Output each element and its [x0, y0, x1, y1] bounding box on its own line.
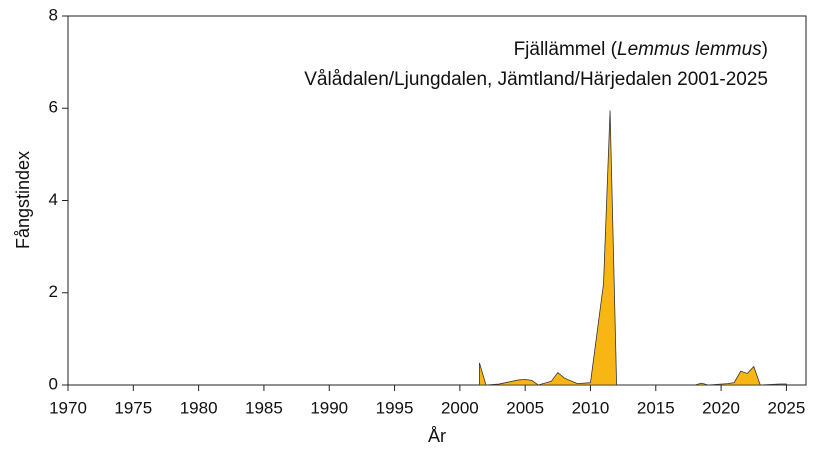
x-tick-label: 1990	[310, 398, 348, 417]
title-part: )	[762, 39, 768, 60]
x-tick-label: 1995	[376, 398, 414, 417]
chart-title: Fjällämmel (Lemmus lemmus)	[514, 39, 768, 60]
y-tick-label: 6	[49, 98, 58, 117]
area	[479, 110, 787, 386]
chart-subtitle: Vålådalen/Ljungdalen, Jämtland/Härjedale…	[304, 69, 768, 90]
y-tick-label: 8	[49, 5, 58, 24]
x-tick-label: 1975	[114, 398, 152, 417]
y-axis-title: Fångstindex	[13, 151, 33, 249]
x-tick-label: 2010	[572, 398, 610, 417]
x-tick-label: 2015	[637, 398, 675, 417]
x-tick-label: 1970	[49, 398, 87, 417]
x-tick-label: 2005	[506, 398, 544, 417]
x-axis-title: År	[428, 426, 446, 446]
x-tick-label: 1985	[245, 398, 283, 417]
y-tick-label: 4	[49, 190, 58, 209]
x-tick-label: 2000	[441, 398, 479, 417]
y-tick-label: 0	[49, 374, 58, 393]
x-tick-label: 2025	[767, 398, 805, 417]
y-tick-label: 2	[49, 282, 58, 301]
title-species: Lemmus lemmus	[617, 39, 762, 60]
x-tick-label: 1980	[180, 398, 218, 417]
x-tick-label: 2020	[702, 398, 740, 417]
title-part: Fjällämmel (	[514, 39, 618, 60]
